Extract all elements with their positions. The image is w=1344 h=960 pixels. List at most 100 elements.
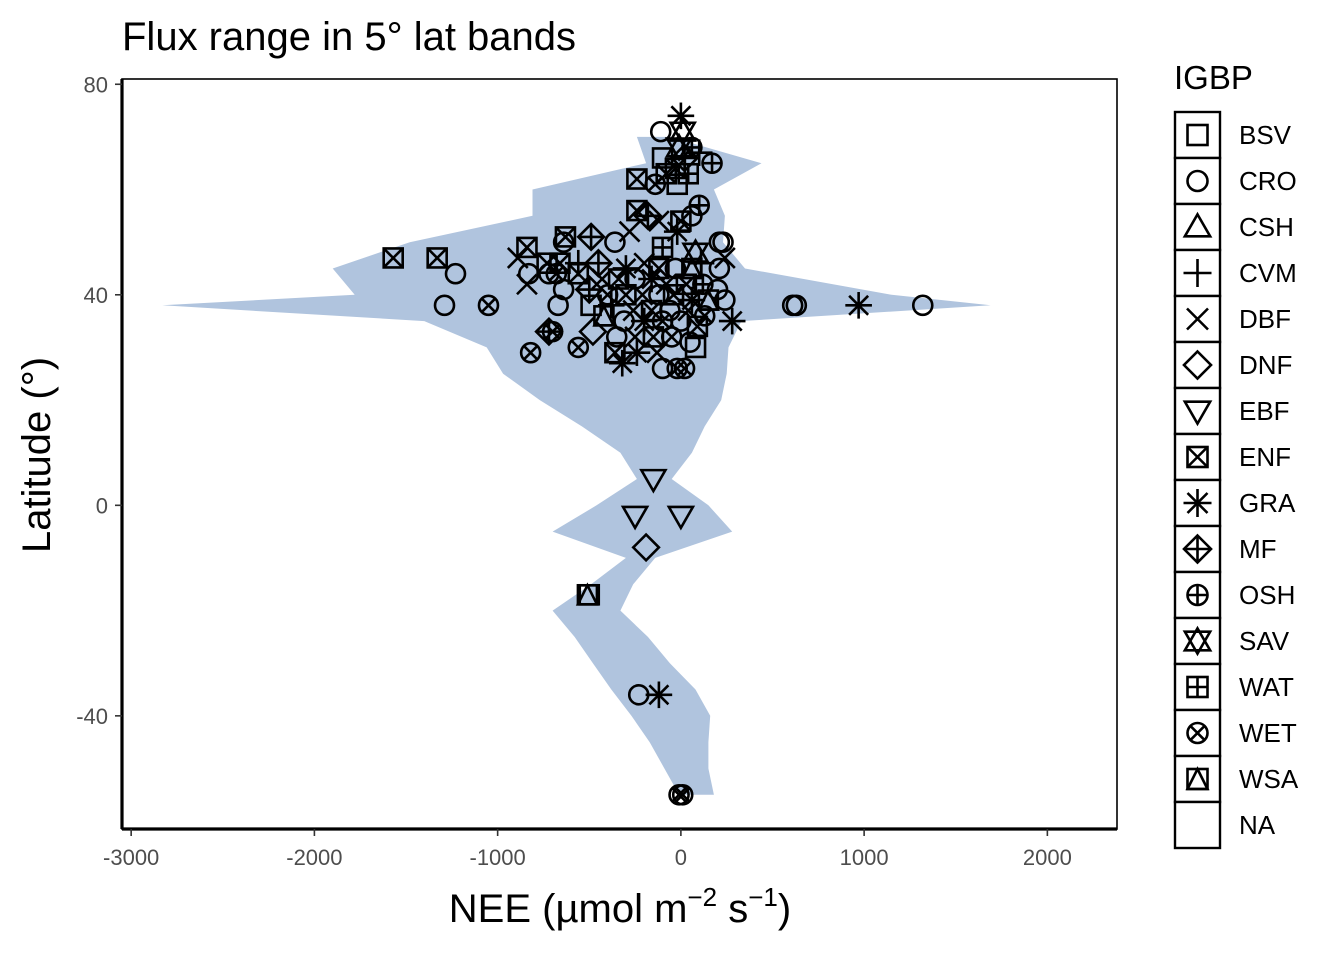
- point-wet: [671, 783, 694, 806]
- point-cro: [547, 294, 569, 317]
- point-cro: [681, 205, 703, 227]
- legend-entry-gra: GRA: [1173, 478, 1296, 528]
- legend-key-box: [1173, 386, 1222, 436]
- legend-label: EBF: [1239, 396, 1290, 426]
- y-tick-label: 40: [84, 283, 108, 308]
- legend-label: OSH: [1239, 580, 1295, 610]
- legend-symbol-bsv: [1186, 123, 1209, 147]
- legend-entry-mf: MF: [1173, 524, 1277, 574]
- point-gra: [623, 339, 651, 366]
- point-mf: [633, 201, 663, 231]
- legend-symbol-wet: [1186, 721, 1209, 745]
- point-wet: [567, 336, 590, 359]
- legend-label: DBF: [1239, 304, 1291, 334]
- point-cro: [664, 257, 687, 280]
- legend-label: CVM: [1239, 258, 1297, 288]
- point-enf: [567, 262, 590, 285]
- point-enf: [426, 247, 448, 269]
- point-bsv: [578, 583, 601, 606]
- legend-entry-enf: ENF: [1173, 432, 1291, 482]
- point-wsa: [592, 303, 616, 327]
- legend-key-box: [1173, 156, 1222, 206]
- point-mf: [576, 222, 606, 252]
- x-tick-label: 1000: [840, 845, 889, 870]
- point-ebf: [620, 505, 650, 531]
- legend-entry-wet: WET: [1173, 708, 1297, 758]
- legend-key-box: [1173, 110, 1222, 160]
- legend-key-box: [1173, 800, 1222, 850]
- legend-symbol-sav: [1182, 625, 1213, 657]
- point-osh: [701, 152, 723, 175]
- legend-label: GRA: [1239, 488, 1296, 518]
- legend-label: CRO: [1239, 166, 1297, 196]
- point-wet: [673, 357, 696, 380]
- point-cro: [714, 289, 736, 311]
- legend-symbol-dbf: [1186, 307, 1209, 331]
- legend-label: NA: [1239, 810, 1276, 840]
- point-bsv: [684, 336, 707, 359]
- legend-symbol-gra: [1183, 489, 1212, 517]
- point-ebf: [639, 468, 668, 494]
- point-cro: [712, 231, 734, 253]
- point-cro: [649, 120, 672, 143]
- point-dbf: [648, 210, 670, 232]
- point-cro: [433, 294, 456, 317]
- point-ebf: [666, 505, 696, 531]
- point-wet: [477, 294, 500, 317]
- legend-symbol-ebf: [1182, 400, 1213, 427]
- point-gra: [718, 307, 746, 335]
- legend-label: CSH: [1239, 212, 1294, 242]
- point-mf: [574, 274, 604, 305]
- point-cro: [708, 257, 731, 280]
- legend-key-box: [1173, 616, 1222, 666]
- point-bsv: [666, 173, 689, 196]
- legend-label: WSA: [1239, 764, 1299, 794]
- legend: IGBP BSV CRO CSH CVM DBF DNF EBF ENF GRA MF OSH SAV…: [1173, 59, 1299, 850]
- point-cro: [605, 326, 628, 348]
- legend-symbol-cro: [1186, 169, 1209, 193]
- legend-label: SAV: [1239, 626, 1290, 656]
- point-cro: [444, 262, 467, 285]
- y-axis-title: Latitude (°): [15, 357, 59, 553]
- point-cro: [552, 231, 575, 253]
- legend-label: BSV: [1239, 120, 1292, 150]
- point-dnf: [578, 316, 608, 347]
- legend-entry-osh: OSH: [1173, 570, 1295, 620]
- x-tick-label: -3000: [103, 845, 159, 870]
- flux-range-band: [162, 136, 991, 795]
- point-wsa: [696, 287, 720, 311]
- chart-title: Flux range in 5° lat bands: [122, 15, 576, 59]
- y-tick-label: -40: [76, 704, 108, 729]
- point-gra: [845, 292, 872, 319]
- legend-key-box: [1173, 340, 1222, 390]
- point-gra: [663, 218, 691, 245]
- x-axis-title: NEE (µmol m−2 s−1): [449, 882, 791, 931]
- point-wet: [519, 341, 542, 364]
- x-tick-label: -2000: [286, 845, 342, 870]
- point-cro: [604, 231, 626, 253]
- point-gra: [645, 681, 673, 709]
- point-cvm: [687, 249, 715, 277]
- legend-entry-bsv: BSV: [1173, 110, 1292, 160]
- legend-symbol-enf: [1186, 445, 1209, 469]
- legend-key-box: [1173, 754, 1222, 804]
- point-cro: [651, 357, 674, 380]
- legend-entry-dbf: DBF: [1173, 294, 1291, 344]
- x-tick-label: -1000: [470, 845, 526, 870]
- legend-label: ENF: [1239, 442, 1291, 472]
- legend-entry-ebf: EBF: [1173, 386, 1290, 436]
- legend-symbol-csh: [1182, 211, 1213, 238]
- y-axis-ticks: -40 0 40 80: [76, 72, 122, 729]
- y-tick-label: 80: [84, 72, 108, 97]
- legend-label: MF: [1239, 534, 1277, 564]
- x-tick-label: 2000: [1023, 845, 1072, 870]
- legend-title: IGBP: [1174, 59, 1253, 96]
- legend-symbol-mf: [1182, 533, 1213, 565]
- point-cro: [679, 331, 701, 353]
- legend-symbol-dnf: [1182, 349, 1213, 381]
- point-enf: [382, 247, 404, 269]
- point-cro: [538, 262, 560, 285]
- point-dbf: [713, 247, 736, 269]
- legend-entry-dnf: DNF: [1173, 340, 1292, 390]
